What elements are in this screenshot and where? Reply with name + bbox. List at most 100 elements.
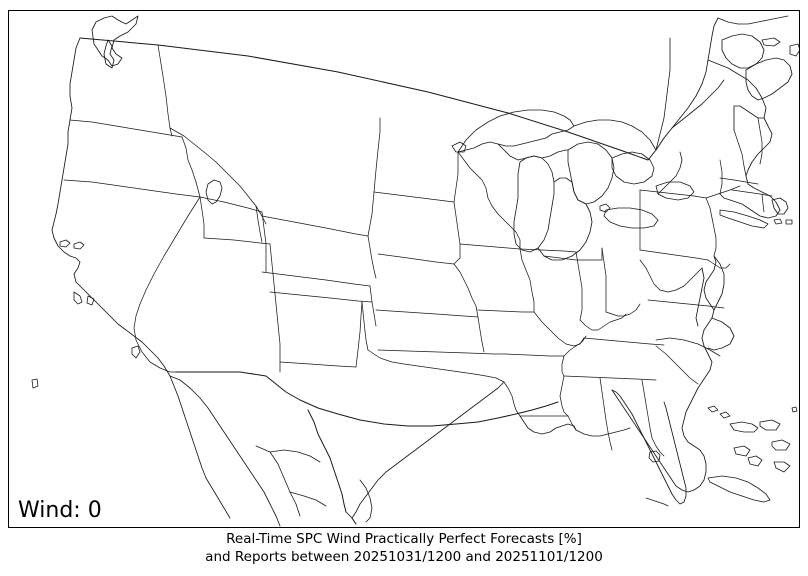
island-santa-catalina <box>86 295 95 306</box>
state-line-nm-tx <box>279 361 357 368</box>
island-bahamas-c <box>771 439 791 451</box>
state-line-ut-nv <box>199 196 205 239</box>
state-line-sd-ne <box>377 253 455 265</box>
state-line-mo-ky-tn <box>563 335 587 357</box>
state-line-ut-co <box>261 211 267 273</box>
state-line-or-id <box>181 136 201 198</box>
mexico-state-line-b <box>289 491 327 507</box>
coastline-florida-peninsula <box>611 389 687 505</box>
state-line-ky-tn <box>583 337 665 346</box>
mexico-state-line-a <box>255 445 301 517</box>
coastline-st-lawrence-river <box>671 79 725 129</box>
state-line-il-mo-ky <box>533 311 585 347</box>
state-line-sd-mn <box>453 201 461 265</box>
coastline-nova-scotia <box>745 57 793 101</box>
coastline-pacific-west <box>51 119 231 519</box>
figure-caption: Real-Time SPC Wind Practically Perfect F… <box>0 530 808 566</box>
conus-map-graphic <box>31 15 800 527</box>
state-line-oh-ky-wv <box>605 303 641 317</box>
coastline-new-england <box>719 117 781 219</box>
state-line-tn-ms-al-ga <box>563 375 657 381</box>
lake-superior <box>457 109 575 153</box>
lake-st-clair <box>599 203 611 213</box>
island-cuba <box>707 475 771 503</box>
lake-erie <box>603 207 659 229</box>
coastline-mid-atlantic <box>697 255 717 389</box>
state-line-pa-nj <box>705 197 717 257</box>
state-line-wa-or <box>69 119 183 138</box>
island-bahamas-d <box>733 445 751 457</box>
state-line-nh-me <box>757 117 763 165</box>
us-mexico-border-rio-grande <box>307 409 347 513</box>
caption-line-2: and Reports between 20251031/1200 and 20… <box>205 549 603 565</box>
state-line-ms-al <box>599 377 613 451</box>
state-line-ma-nh-vt-north <box>719 177 759 185</box>
island-cape-breton <box>789 43 800 57</box>
state-line-pa-ny <box>639 189 707 199</box>
lake-great-salt-lake <box>205 179 223 205</box>
canada-province-line-on-qc <box>655 37 671 151</box>
island-bermuda-dot <box>791 406 798 413</box>
state-line-id-mt <box>169 127 267 225</box>
state-line-ks-ok <box>377 349 507 355</box>
canada-ontario-peninsula <box>657 151 683 195</box>
coastline-gulf-st-lawrence <box>717 15 789 25</box>
state-line-wa-id <box>157 44 173 137</box>
island-channel-islands-b <box>73 241 85 250</box>
state-line-mo-ar <box>505 353 565 357</box>
state-line-ny-vt-ma <box>705 185 741 199</box>
coastline-gulf-of-california <box>169 375 281 527</box>
us-canada-border-east-extension <box>619 127 673 161</box>
coastline-puget-sound <box>103 39 115 69</box>
island-long-island <box>719 209 769 229</box>
state-line-ut-az <box>203 237 271 245</box>
lake-salton-sea <box>131 345 141 359</box>
state-line-ne-ia-mo <box>453 263 479 318</box>
island-bahamas-f <box>773 461 791 473</box>
state-line-wv-va <box>639 259 703 293</box>
island-prince-edward <box>761 37 781 47</box>
state-line-nd-mn <box>453 151 459 203</box>
state-line-ia-mn <box>459 243 521 250</box>
state-line-pa-wv-md <box>639 249 709 261</box>
island-marthas-vineyard <box>773 218 783 225</box>
state-line-wi-il <box>519 248 577 253</box>
state-line-nm-tx-vertical <box>355 301 363 368</box>
coastline-delmarva <box>713 255 725 311</box>
us-canada-border-line <box>79 37 621 151</box>
coastline-new-brunswick <box>721 33 765 69</box>
coastline-gulf-texas <box>351 381 505 525</box>
state-line-ma-ct-ri <box>731 189 773 197</box>
canada-georgian-bay <box>611 151 655 185</box>
state-line-ar-ms <box>559 375 569 417</box>
state-line-mi-oh-in <box>543 247 603 261</box>
state-line-md-de <box>707 259 731 269</box>
state-line-nd-sd <box>373 191 455 203</box>
us-mexico-border <box>175 371 559 427</box>
map-panel[interactable]: Wind: 0 <box>8 10 800 528</box>
island-bahamas-e <box>747 455 763 467</box>
state-line-co-nm <box>269 291 373 303</box>
state-line-va-nc <box>647 299 725 309</box>
caption-line-1: Real-Time SPC Wind Practically Perfect F… <box>226 531 582 547</box>
coastline-atlantic-northeast <box>671 17 719 129</box>
coastline-outer-banks <box>707 317 735 351</box>
state-line-il-in <box>575 251 583 321</box>
state-line-ok-tx <box>367 349 521 417</box>
coastline-florida-panhandle <box>575 427 631 437</box>
lake-okeechobee <box>648 450 661 463</box>
state-line-ar-tn-ms <box>561 355 565 377</box>
coastline-michigan-lower-peninsula <box>537 177 593 261</box>
state-line-ia-mo <box>477 309 535 313</box>
state-line-mn-wi <box>457 151 521 250</box>
island-bahamas-b <box>759 419 781 431</box>
state-line-mt-wy <box>261 215 369 237</box>
state-line-ny-new-england-vertical <box>719 159 723 195</box>
island-bahamas-h <box>707 405 719 413</box>
island-padre-island <box>359 479 373 523</box>
state-line-wy-co <box>261 271 371 287</box>
island-florida-keys <box>645 497 669 507</box>
state-line-ne-ks <box>375 309 479 318</box>
state-line-ok-tx-panhandle <box>361 301 369 351</box>
